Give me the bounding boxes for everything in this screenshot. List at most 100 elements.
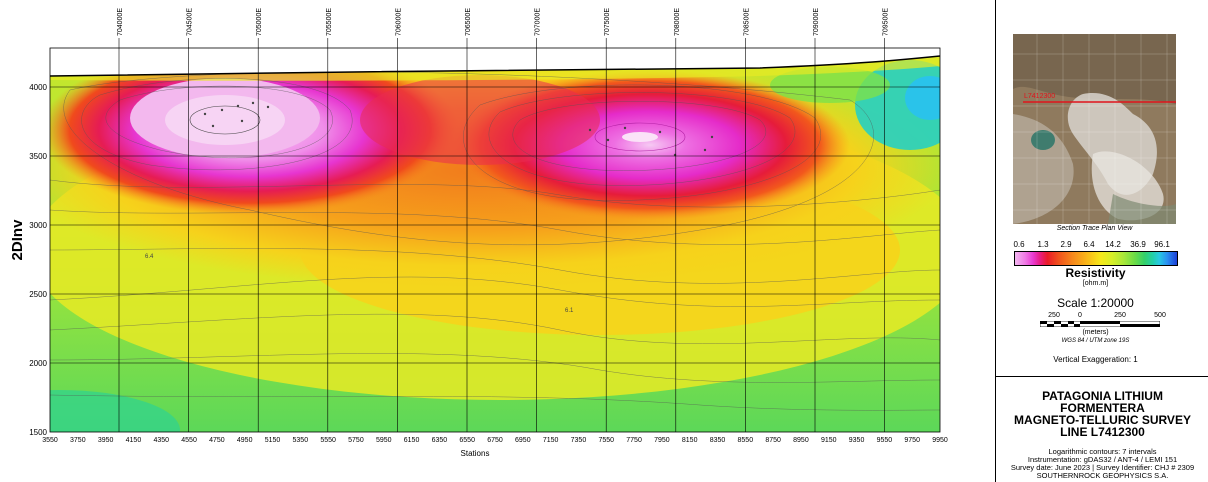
scale-tick: 250 <box>1114 312 1126 319</box>
x-tick-label: 6550 <box>459 437 475 444</box>
topography-line <box>49 55 941 77</box>
colorbar-tick: 0.6 <box>1013 240 1025 249</box>
x-tick-label: 4350 <box>153 437 169 444</box>
y-tick-label: 3500 <box>29 152 47 161</box>
note-contractor: SOUTHERNROCK GEOPHYSICS S.A. <box>1036 471 1169 480</box>
easting-label: 709000E <box>813 8 820 36</box>
plot-frame <box>49 47 941 433</box>
easting-label: 705000E <box>256 8 263 36</box>
easting-label: 707000E <box>535 8 542 36</box>
x-tick-label: 9950 <box>932 437 948 444</box>
y-axis-tick-labels: 4000 3500 3000 2500 2000 1500 <box>29 83 47 437</box>
x-tick-label: 6150 <box>404 437 420 444</box>
scale-tick: 0 <box>1078 312 1082 319</box>
x-tick-label: 5750 <box>348 437 364 444</box>
scale-tick: 500 <box>1154 312 1166 319</box>
x-tick-label: 7150 <box>543 437 559 444</box>
x-tick-label: 5950 <box>376 437 392 444</box>
title-company: PATAGONIA LITHIUM <box>1042 389 1163 403</box>
elevation-gridlines <box>50 86 940 364</box>
scale-bar <box>1040 321 1160 327</box>
x-tick-label: 7950 <box>654 437 670 444</box>
note-survey-date: Survey date: June 2023 | Survey Identifi… <box>1010 463 1195 472</box>
colorbar-title: Resistivity <box>1065 266 1126 280</box>
x-tick-label: 3550 <box>42 437 58 444</box>
x-tick-label: 9150 <box>821 437 837 444</box>
colorbar-tick: 14.2 <box>1105 240 1121 249</box>
colorbar-unit: [ohm.m] <box>1082 280 1109 287</box>
colorbar-tick-labels: 0.6 1.3 2.9 6.4 14.2 36.9 96.1 <box>1013 240 1178 250</box>
x-axis-tick-labels: 3550 3750 3950 4150 4350 4550 4750 4950 5150 5350… <box>42 437 948 444</box>
x-tick-label: 9550 <box>877 437 893 444</box>
x-tick-label: 5550 <box>320 437 336 444</box>
y-tick-label: 1500 <box>29 428 47 437</box>
x-tick-label: 6750 <box>487 437 503 444</box>
easting-label: 706500E <box>465 8 472 36</box>
x-tick-label: 4950 <box>237 437 253 444</box>
colorbar-tick: 6.4 <box>1083 240 1095 249</box>
y-tick-label: 2500 <box>29 290 47 299</box>
contour-label: 6.4 <box>145 254 154 260</box>
note-contours: Logarithmic contours: 7 intervals <box>1048 447 1157 456</box>
x-axis-title: Stations <box>461 449 490 458</box>
easting-label: 705500E <box>326 8 333 36</box>
colorbar-tick: 36.9 <box>1130 240 1146 249</box>
x-tick-label: 7350 <box>571 437 587 444</box>
satellite-map-image: L7412300 <box>1013 34 1176 224</box>
y-axis-title: 2DInv <box>9 219 26 261</box>
section-colormap: 6.4 6.1 <box>50 56 940 432</box>
map-scale-text: Scale 1:20000 <box>1057 296 1134 310</box>
title-block-divider <box>995 376 1208 377</box>
easting-gridlines <box>118 38 885 432</box>
x-tick-label: 9350 <box>849 437 865 444</box>
colorbar-tick: 2.9 <box>1060 240 1072 249</box>
x-tick-label: 7550 <box>598 437 614 444</box>
map-line-label: L7412300 <box>1024 93 1055 100</box>
x-tick-label: 4750 <box>209 437 225 444</box>
x-tick-label: 8950 <box>793 437 809 444</box>
easting-label: 704500E <box>187 8 194 36</box>
legend-panel-divider <box>995 0 996 482</box>
easting-label: 708500E <box>743 8 750 36</box>
easting-label: 707500E <box>604 8 611 36</box>
resistivity-colorbar <box>1014 251 1178 266</box>
title-project: FORMENTERA <box>1060 401 1145 415</box>
map-projection: WGS 84 / UTM zone 19S <box>1061 338 1130 344</box>
x-tick-label: 7750 <box>626 437 642 444</box>
y-tick-label: 4000 <box>29 83 47 92</box>
x-tick-label: 4150 <box>126 437 142 444</box>
x-tick-label: 8350 <box>710 437 726 444</box>
easting-label: 708000E <box>674 8 681 36</box>
survey-notes: Logarithmic contours: 7 intervals Instru… <box>1000 448 1205 480</box>
y-tick-label: 2000 <box>29 359 47 368</box>
x-tick-label: 5350 <box>293 437 309 444</box>
scale-units: (meters) <box>1082 329 1109 336</box>
title-line: LINE L7412300 <box>1060 425 1145 439</box>
x-tick-label: 3950 <box>98 437 114 444</box>
map-caption: Section Trace Plan View <box>1056 225 1133 232</box>
x-tick-label: 3750 <box>70 437 86 444</box>
x-tick-label: 8150 <box>682 437 698 444</box>
x-tick-label: 6950 <box>515 437 531 444</box>
contour-label: 6.1 <box>565 308 574 314</box>
x-tick-label: 5150 <box>265 437 281 444</box>
title-block: PATAGONIA LITHIUM FORMENTERA MAGNETO-TEL… <box>1000 390 1205 438</box>
easting-label: 709500E <box>883 8 890 36</box>
easting-labels: 704000E 704500E 705000E 705500E 706000E 70650… <box>117 8 890 36</box>
x-tick-label: 8550 <box>738 437 754 444</box>
title-survey: MAGNETO-TELLURIC SURVEY <box>1014 413 1191 427</box>
section-trace-plan-view-map: L7412300 <box>1013 34 1176 224</box>
y-tick-label: 3000 <box>29 221 47 230</box>
scale-tick: 250 <box>1048 312 1060 319</box>
x-tick-label: 8750 <box>765 437 781 444</box>
scale-bar-labels: 250 0 250 500 <box>1040 312 1170 322</box>
vertical-exaggeration: Vertical Exaggeration: 1 <box>1053 355 1138 364</box>
easting-label: 706000E <box>395 8 402 36</box>
colorbar-tick: 96.1 <box>1154 240 1170 249</box>
x-tick-label: 6350 <box>432 437 448 444</box>
x-tick-label: 4550 <box>181 437 197 444</box>
easting-label: 704000E <box>117 8 124 36</box>
x-tick-label: 9750 <box>904 437 920 444</box>
resistivity-section-plot: 6.4 6.1 704000E 704500E 705000E 705500E 7060… <box>9 8 948 458</box>
colorbar-tick: 1.3 <box>1037 240 1049 249</box>
